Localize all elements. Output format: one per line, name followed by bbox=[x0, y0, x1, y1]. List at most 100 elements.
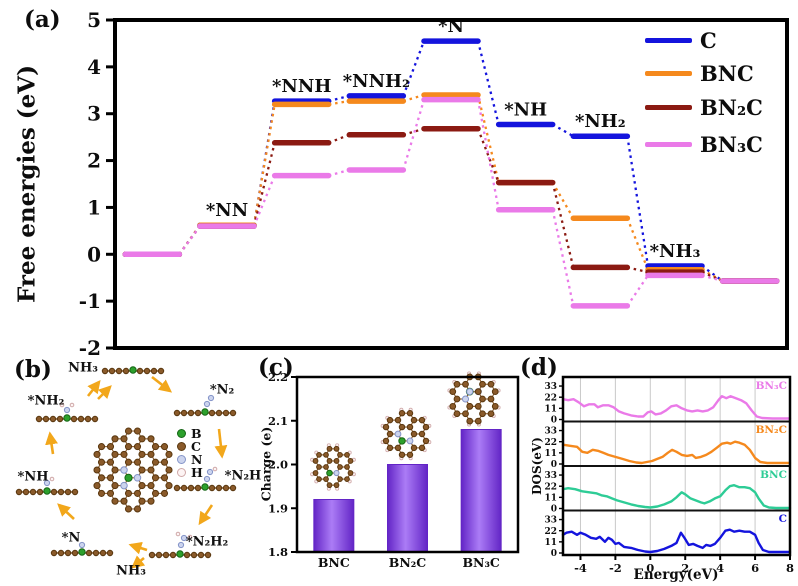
adsorbed-structure-N2H2 bbox=[148, 531, 212, 559]
c-atom bbox=[204, 551, 212, 559]
c-atom bbox=[487, 410, 495, 418]
c-atom bbox=[187, 484, 195, 492]
connector-BN₃C bbox=[328, 168, 350, 177]
y-tick-label: 4 bbox=[87, 55, 101, 79]
c-atom bbox=[337, 464, 343, 470]
cycle-label-n: *N bbox=[61, 530, 81, 546]
c-atom bbox=[323, 464, 329, 470]
c-atom bbox=[344, 451, 350, 458]
c-atom bbox=[85, 549, 93, 557]
y-tick-label: 1.9 bbox=[268, 501, 288, 515]
c-atom bbox=[316, 476, 322, 483]
c-atom bbox=[143, 367, 151, 375]
c-atom bbox=[173, 484, 181, 492]
adsorbed-structure-N2 bbox=[173, 394, 237, 417]
c-atom bbox=[418, 444, 426, 452]
adsorbed-structure-N2H bbox=[173, 466, 237, 492]
y-tick-label: 1.8 bbox=[268, 545, 288, 559]
dos-label-c: C bbox=[778, 513, 787, 525]
c-atom bbox=[155, 551, 163, 559]
legend-line-bnc bbox=[645, 70, 692, 76]
c-atom bbox=[70, 415, 78, 423]
y-tick-label: 2.1 bbox=[268, 414, 288, 428]
n-atom bbox=[43, 479, 51, 487]
c-atom bbox=[15, 488, 23, 496]
c-atom bbox=[36, 488, 44, 496]
c-atom bbox=[180, 484, 188, 492]
c-atom bbox=[147, 466, 155, 474]
inset-structure-BNC bbox=[310, 443, 356, 491]
dos-curve-BN₃C bbox=[561, 395, 792, 420]
legend-item-c: C bbox=[645, 28, 717, 53]
connector-BN₃C bbox=[626, 274, 649, 307]
x-tick-label: 6 bbox=[751, 561, 759, 575]
panel-d-x-axis-label: Energy(eV) bbox=[633, 567, 719, 583]
x-tick-label: 0 bbox=[646, 561, 654, 575]
c-atom bbox=[474, 417, 482, 425]
c-atom bbox=[93, 482, 101, 490]
x-tick-label: 4 bbox=[716, 561, 724, 575]
x-category-label: BN₃C bbox=[462, 555, 499, 570]
c-atom bbox=[466, 417, 474, 425]
c-atom bbox=[106, 443, 115, 451]
cycle-label-nh3-bottom: NH₃ bbox=[116, 563, 146, 579]
y-tick-label: -1 bbox=[79, 289, 101, 313]
c-atom bbox=[106, 458, 115, 466]
dos-label-bnc: BNC bbox=[760, 469, 787, 481]
connector-C bbox=[178, 224, 201, 255]
c-atom bbox=[124, 458, 133, 466]
c-atom bbox=[56, 415, 64, 423]
h-atom bbox=[187, 534, 193, 540]
c-atom bbox=[169, 551, 177, 559]
c-atom bbox=[183, 551, 191, 559]
c-atom bbox=[97, 489, 106, 497]
c-atom bbox=[337, 451, 343, 458]
c-atom bbox=[165, 466, 173, 474]
connector-BN₂C bbox=[627, 266, 649, 274]
dos-label-bn3c: BN₃C bbox=[755, 380, 787, 392]
connector-BN₃C bbox=[252, 175, 276, 227]
dos-curve-C bbox=[561, 528, 792, 554]
connector-BNC bbox=[252, 104, 276, 226]
c-atom bbox=[344, 464, 350, 470]
y-tick-label: 22 bbox=[544, 482, 557, 492]
c-atom bbox=[84, 415, 92, 423]
c-atom bbox=[449, 388, 457, 396]
panel-d-y-axis-label: DOS(eV) bbox=[530, 437, 544, 495]
connector-C bbox=[476, 40, 500, 125]
c-atom bbox=[124, 427, 133, 435]
c-atom bbox=[133, 458, 142, 466]
cycle-arrow bbox=[198, 504, 214, 526]
connector-BN₂C bbox=[476, 128, 500, 184]
y-tick-label: -2 bbox=[79, 336, 101, 360]
c-atom bbox=[138, 435, 146, 443]
c-atom bbox=[406, 451, 414, 459]
c-atom bbox=[466, 402, 474, 410]
x-tick-label: -2 bbox=[609, 561, 622, 575]
legend-label-bn2c: BN₂C bbox=[700, 94, 763, 120]
h-atom bbox=[59, 402, 65, 408]
connector-C bbox=[252, 100, 276, 226]
c-atom bbox=[157, 367, 165, 375]
y-tick-label: 0 bbox=[551, 549, 557, 559]
n-atom bbox=[466, 388, 474, 396]
n-atom bbox=[406, 437, 414, 445]
c-atom bbox=[92, 549, 100, 557]
c-atom bbox=[398, 409, 406, 417]
legend-line-bn2c bbox=[645, 104, 692, 110]
connector-BNC bbox=[178, 224, 201, 255]
y-tick-label: 2.2 bbox=[268, 370, 288, 384]
c-atom bbox=[326, 458, 333, 464]
b-atom bbox=[129, 366, 137, 374]
c-atom bbox=[71, 549, 79, 557]
c-atom bbox=[180, 409, 188, 417]
panel-d-frame bbox=[561, 375, 792, 557]
c-atom bbox=[165, 450, 173, 458]
legend-item-bn3c: BN₃C bbox=[645, 132, 763, 157]
y-tick-label: 1 bbox=[87, 195, 101, 219]
c-atom bbox=[344, 476, 350, 483]
h-atom bbox=[175, 531, 181, 537]
connector-BNC bbox=[551, 182, 575, 219]
c-atom bbox=[111, 482, 119, 490]
